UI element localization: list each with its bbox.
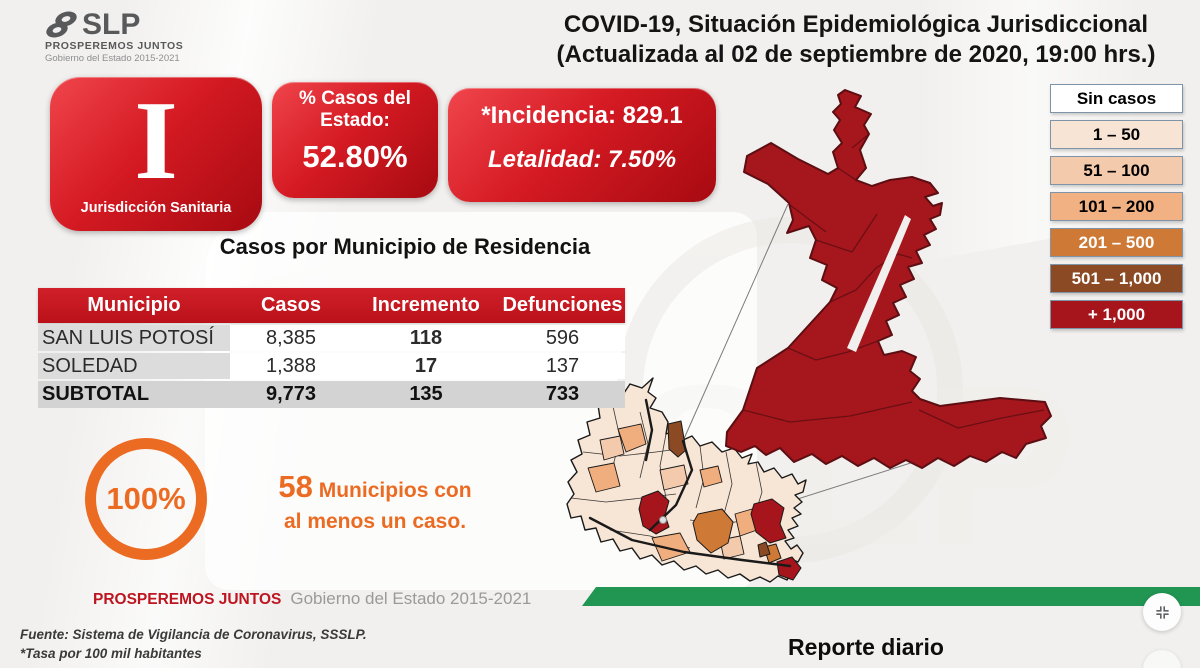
cell-municipio: SUBTOTAL	[42, 383, 150, 405]
table-row: SAN LUIS POTOSÍ 8,385 118 596	[38, 325, 625, 351]
logo-subtitle: Gobierno del Estado 2015-2021	[45, 53, 180, 64]
coverage-line2: al menos un caso.	[283, 509, 467, 533]
report-type-label: Reporte diario	[788, 634, 944, 660]
jurisdiction-label: Jurisdicción Sanitaria	[80, 200, 232, 216]
table-title: Casos por Municipio de Residencia	[219, 234, 591, 259]
cell-casos: 1,388	[230, 353, 352, 379]
legend-item-51-100: 51 – 100	[1050, 156, 1183, 185]
footer-slogan: PROSPEREMOS JUNTOS	[93, 591, 282, 608]
legend-item-101-200: 101 – 200	[1050, 192, 1183, 221]
source-note: Fuente: Sistema de Vigilancia de Coronav…	[20, 626, 367, 664]
valley-gap	[847, 215, 911, 352]
source-line1: Fuente: Sistema de Vigilancia de Coronav…	[20, 627, 367, 642]
source-line2: *Tasa por 100 mil habitantes	[20, 645, 202, 661]
state-share-badge: % Casos del Estado: 52.80%	[272, 82, 438, 198]
column-header-casos: Casos	[260, 294, 322, 316]
footer-green-bar	[582, 587, 1200, 606]
jurisdiction-internal-borders	[742, 133, 1045, 429]
legend-item-501-1000: 501 – 1,000	[1050, 264, 1183, 293]
cell-municipio: SOLEDAD	[38, 353, 230, 379]
jurisdiction-numeral: I	[134, 79, 178, 203]
incidence-value: *Incidencia: 829.1	[481, 102, 683, 129]
cell-incremento: 17	[352, 353, 500, 379]
jurisdiction-zoom-shape	[725, 89, 1052, 469]
column-header-defunciones: Defunciones	[502, 294, 623, 316]
table-subtotal-row: SUBTOTAL 9,773 135 733	[38, 381, 625, 408]
jurisdiction-badge: I Jurisdicción Sanitaria	[50, 77, 262, 231]
compress-arrows-icon	[1155, 605, 1169, 619]
lethality-value: Letalidad: 7.50%	[487, 146, 677, 173]
column-header-municipio: Municipio	[87, 294, 181, 316]
table-row: SOLEDAD 1,388 17 137	[38, 353, 625, 379]
logo-tagline: PROSPEREMOS JUNTOS	[45, 40, 184, 52]
coverage-ring: 100%	[85, 438, 207, 560]
page-title: COVID-19, Situación Epidemiológica Juris…	[520, 10, 1192, 70]
coverage-line1: Municipios con	[312, 479, 472, 502]
cell-casos: 8,385	[230, 325, 352, 351]
cell-municipio: SAN LUIS POTOSÍ	[38, 325, 230, 351]
footer-slogan-row: PROSPEREMOS JUNTOS Gobierno del Estado 2…	[93, 589, 531, 609]
coverage-percent: 100%	[106, 481, 186, 516]
state-share-label: % Casos del Estado:	[299, 88, 411, 131]
rates-badge: *Incidencia: 829.1 Letalidad: 7.50%	[448, 88, 716, 202]
cell-incremento: 135	[409, 383, 443, 405]
cell-defunciones: 733	[545, 383, 580, 405]
secondary-viewer-button[interactable]	[1143, 650, 1181, 668]
title-line2: (Actualizada al 02 de septiembre de 2020…	[556, 40, 1156, 68]
fullscreen-toggle-button[interactable]	[1143, 593, 1181, 631]
cell-defunciones: 137	[500, 353, 625, 379]
cell-incremento: 118	[352, 325, 500, 351]
table-header-row: Municipio Casos Incremento Defunciones	[38, 288, 625, 323]
title-line1: COVID-19, Situación Epidemiológica Juris…	[563, 11, 1149, 38]
legend-item-201-500: 201 – 500	[1050, 228, 1183, 257]
cell-defunciones: 596	[500, 325, 625, 351]
legend-item-1-50: 1 – 50	[1050, 120, 1183, 149]
map-legend: Sin casos 1 – 50 51 – 100 101 – 200 201 …	[1050, 84, 1185, 336]
logo-brand: SLP	[82, 8, 141, 41]
coverage-note: 58 Municipios con al menos un caso.	[255, 466, 495, 536]
coverage-count: 58	[278, 469, 313, 504]
cell-casos: 9,773	[265, 383, 317, 405]
slp-logo-icon	[46, 11, 77, 38]
state-share-value: 52.80%	[302, 138, 408, 174]
legend-item-sin-casos: Sin casos	[1050, 84, 1183, 113]
legend-item-mas-1000: + 1,000	[1050, 300, 1183, 329]
footer-government: Gobierno del Estado 2015-2021	[290, 589, 532, 608]
column-header-incremento: Incremento	[372, 294, 480, 316]
slp-government-logo: SLP PROSPEREMOS JUNTOS Gobierno del Esta…	[45, 8, 235, 64]
cases-table: Municipio Casos Incremento Defunciones S…	[38, 288, 625, 410]
